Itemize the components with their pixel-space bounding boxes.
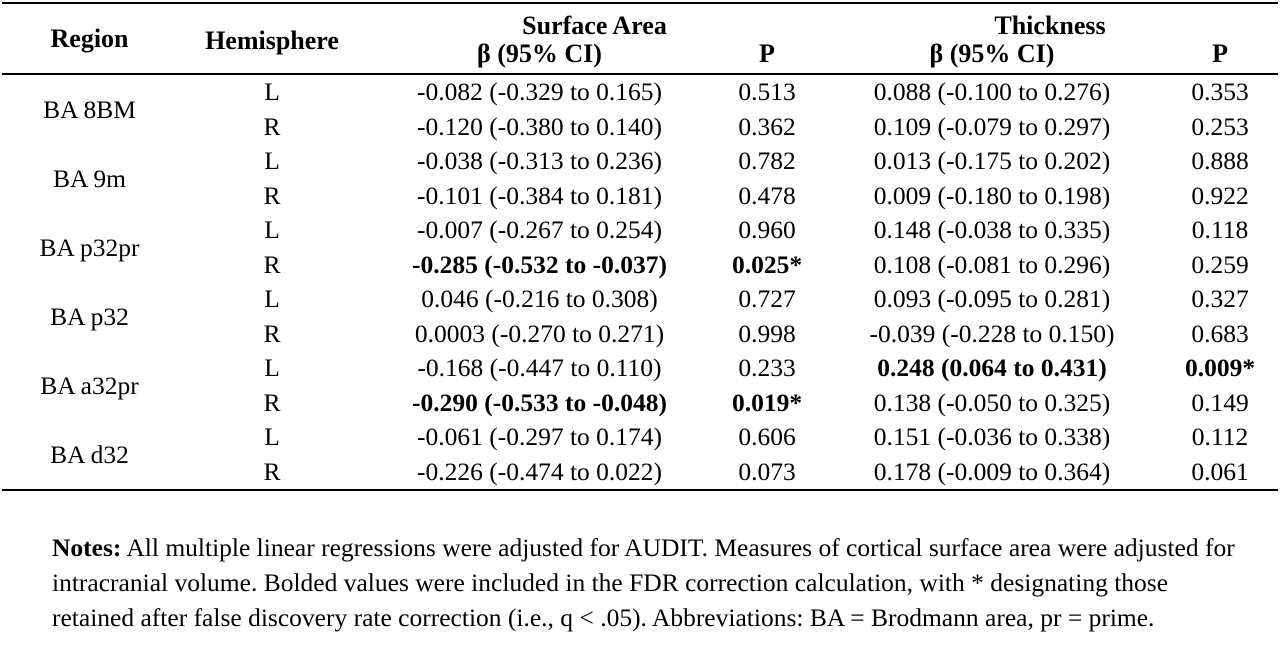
th-beta-cell: 0.013 (-0.175 to 0.202) [873, 146, 1111, 176]
sa-p-cell: 0.233 [738, 353, 796, 383]
th-p-cell: 0.327 [1191, 284, 1249, 314]
table-row: R -0.101 (-0.384 to 0.181) 0.478 0.009 (… [2, 179, 1278, 214]
hemisphere-cell: L [264, 353, 280, 383]
region-cell: BA a32pr [40, 370, 139, 400]
sa-beta-cell: -0.082 (-0.329 to 0.165) [416, 77, 663, 107]
hemisphere-cell: L [264, 146, 280, 176]
header-sa-beta: β (95% CI) [367, 40, 712, 75]
th-p-cell: 0.112 [1191, 422, 1249, 452]
hemisphere-cell: L [264, 422, 280, 452]
table-row: R -0.285 (-0.532 to -0.037) 0.025* 0.108… [2, 248, 1278, 283]
header-row-2: β (95% CI) P β (95% CI) P [2, 40, 1279, 75]
hemisphere-cell: R [177, 454, 367, 491]
table-row: BA p32 L 0.046 (-0.216 to 0.308) 0.727 0… [2, 282, 1278, 330]
table-row: BA 9m L -0.038 (-0.313 to 0.236) 0.782 0… [2, 144, 1278, 192]
th-p-cell: 0.061 [1162, 454, 1279, 491]
header-row-1: Region Hemisphere Surface Area Thickness [2, 2, 1279, 75]
th-beta-cell-bold: 0.248 (0.064 to 0.431) [877, 353, 1107, 383]
table-row: R -0.290 (-0.533 to -0.048) 0.019* 0.138… [2, 386, 1278, 421]
th-beta-cell: 0.093 (-0.095 to 0.281) [873, 284, 1111, 314]
table-row: BA p32pr L -0.007 (-0.267 to 0.254) 0.96… [2, 213, 1278, 261]
region-cell: BA d32 [2, 420, 177, 491]
th-beta-cell: 0.148 (-0.038 to 0.335) [873, 215, 1111, 245]
th-p-cell: 0.149 [1191, 387, 1249, 417]
th-beta-cell: 0.138 (-0.050 to 0.325) [873, 387, 1111, 417]
sa-beta-cell: -0.061 (-0.297 to 0.174) [416, 422, 663, 452]
sa-p-cell-bold: 0.025* [731, 249, 803, 279]
sa-p-cell: 0.478 [738, 180, 796, 210]
table-row: R 0.0003 (-0.270 to 0.271) 0.998 -0.039 … [2, 317, 1278, 352]
th-beta-cell: 0.088 (-0.100 to 0.276) [873, 77, 1111, 107]
header-th-beta: β (95% CI) [822, 40, 1162, 75]
sa-p-cell: 0.782 [738, 146, 796, 176]
th-beta-cell: -0.039 (-0.228 to 0.150) [869, 318, 1115, 348]
th-p-cell: 0.353 [1191, 77, 1249, 107]
header-sa-p: P [712, 40, 822, 75]
table-notes: Notes: All multiple linear regressions w… [52, 530, 1252, 635]
header-th-p: P [1162, 40, 1279, 75]
results-table-container: Region Hemisphere Surface Area Thickness… [2, 2, 1279, 491]
sa-p-cell: 0.362 [738, 111, 796, 141]
th-p-cell: 0.118 [1191, 215, 1249, 245]
th-p-cell: 0.683 [1191, 318, 1249, 348]
sa-beta-cell-bold: -0.285 (-0.532 to -0.037) [412, 249, 667, 279]
sa-p-cell: 0.606 [738, 422, 796, 452]
th-p-cell: 0.259 [1191, 249, 1249, 279]
th-beta-cell: 0.109 (-0.079 to 0.297) [873, 111, 1111, 141]
sa-beta-cell: -0.226 (-0.474 to 0.022) [367, 454, 712, 491]
th-p-cell: 0.922 [1191, 180, 1249, 210]
hemisphere-cell: R [263, 318, 281, 348]
sa-p-cell: 0.073 [712, 454, 822, 491]
sa-beta-cell: -0.168 (-0.447 to 0.110) [417, 353, 662, 383]
th-beta-cell: 0.009 (-0.180 to 0.198) [873, 180, 1111, 210]
sa-p-cell: 0.998 [738, 318, 796, 348]
sa-beta-cell: -0.101 (-0.384 to 0.181) [416, 180, 663, 210]
header-hemisphere: Hemisphere [177, 2, 367, 75]
th-p-cell: 0.888 [1191, 146, 1249, 176]
hemisphere-cell: L [264, 77, 280, 107]
th-beta-cell: 0.151 (-0.036 to 0.338) [873, 422, 1111, 452]
sa-p-cell: 0.960 [738, 215, 796, 245]
sa-p-cell: 0.513 [738, 77, 796, 107]
table-row: BA 8BM L -0.082 (-0.329 to 0.165) 0.513 … [2, 74, 1278, 123]
notes-text: All multiple linear regressions were adj… [52, 533, 1235, 632]
region-cell: BA p32 [50, 301, 129, 331]
table-row: R -0.120 (-0.380 to 0.140) 0.362 0.109 (… [2, 110, 1278, 145]
notes-label: Notes: [52, 533, 122, 562]
sa-beta-cell-bold: -0.290 (-0.533 to -0.048) [412, 387, 667, 417]
hemisphere-cell: L [264, 215, 280, 245]
th-p-cell: 0.253 [1191, 111, 1249, 141]
region-cell: BA p32pr [39, 232, 140, 262]
th-p-cell-bold: 0.009* [1184, 353, 1256, 383]
header-thickness: Thickness [822, 2, 1279, 40]
table-row: BA d32 L -0.061 (-0.297 to 0.174) 0.606 … [2, 420, 1278, 491]
hemisphere-cell: R [263, 249, 281, 279]
sa-p-cell-bold: 0.019* [731, 387, 803, 417]
hemisphere-cell: R [263, 180, 281, 210]
header-region: Region [2, 2, 177, 75]
hemisphere-cell: L [264, 284, 280, 314]
hemisphere-cell: R [263, 111, 281, 141]
header-surface-area: Surface Area [367, 2, 822, 40]
hemisphere-cell: R [263, 387, 281, 417]
th-beta-cell: 0.178 (-0.009 to 0.364) [822, 454, 1162, 491]
region-cell: BA 9m [53, 163, 126, 193]
sa-p-cell: 0.727 [738, 284, 796, 314]
sa-beta-cell: 0.0003 (-0.270 to 0.271) [414, 318, 665, 348]
table-row: BA a32pr L -0.168 (-0.447 to 0.110) 0.23… [2, 351, 1278, 399]
sa-beta-cell: -0.038 (-0.313 to 0.236) [416, 146, 663, 176]
sa-beta-cell: -0.007 (-0.267 to 0.254) [416, 215, 663, 245]
region-cell: BA 8BM [43, 94, 136, 124]
th-beta-cell: 0.108 (-0.081 to 0.296) [873, 249, 1111, 279]
results-table: Region Hemisphere Surface Area Thickness… [2, 2, 1279, 491]
sa-beta-cell: 0.046 (-0.216 to 0.308) [421, 284, 658, 314]
table-row: R -0.226 (-0.474 to 0.022) 0.073 0.178 (… [2, 454, 1279, 491]
sa-beta-cell: -0.120 (-0.380 to 0.140) [416, 111, 663, 141]
